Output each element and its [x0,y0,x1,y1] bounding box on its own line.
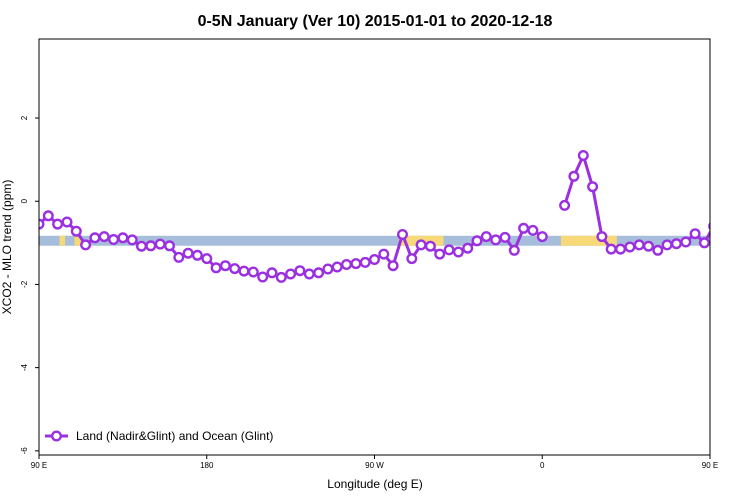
data-point [294,265,306,277]
data-point [536,231,548,243]
data-point [247,266,259,278]
data-point [378,248,390,260]
data-point [527,224,539,236]
data-point [331,261,343,273]
y-tick-label: -6 [20,447,29,455]
data-point [406,253,418,265]
data-point [462,242,474,254]
legend-label: Land (Nadir&Glint) and Ocean (Glint) [76,429,273,443]
data-point [652,244,664,256]
data-point [480,231,492,243]
chart-title: 0-5N January (Ver 10) 2015-01-01 to 2020… [198,13,553,30]
data-point [98,231,110,243]
x-tick-label: 0 [540,461,545,470]
data-point [661,239,673,251]
data-point [89,232,101,244]
x-axis: 90 E 180 90 W 0 90 E [31,455,718,470]
data-point [70,225,82,237]
x-tick-label: 180 [200,461,214,470]
data-point [633,239,645,251]
data-point [275,271,287,283]
data-point [708,222,710,231]
data-point [698,237,710,249]
x-tick-label: 90 E [702,461,718,470]
data-point [80,239,92,251]
y-tick-label: 2 [20,115,29,120]
x-tick-label: 90 E [31,461,47,470]
land-band-segment [59,235,66,246]
data-point [719,212,728,221]
y-tick-label: -2 [20,280,29,288]
data-point [135,240,147,252]
data-point [568,170,580,182]
data-point [61,216,73,228]
data-point [643,240,655,252]
data-point [257,271,269,283]
data-point [624,241,636,253]
legend-marker [51,430,63,442]
land-band-segment [74,235,82,246]
data-point [52,218,64,230]
x-tick-label: 90 W [365,461,384,470]
data-point [117,232,129,244]
data-point [126,234,138,246]
x-axis-title: Longitude (deg E) [327,477,422,491]
data-point [737,219,746,228]
data-point [322,263,334,275]
data-point [443,244,455,256]
data-point [415,239,427,251]
data-point [615,243,627,255]
data-point [452,246,464,258]
data-point [369,253,381,265]
data-point [434,248,446,260]
data-point [359,256,371,268]
land-band-segment [560,235,617,246]
legend: Land (Nadir&Glint) and Ocean (Glint) [45,429,273,443]
data-point [266,267,278,279]
data-point [154,238,166,250]
data-point [163,240,175,252]
data-point [42,210,54,222]
data-point [499,231,511,243]
data-point [508,244,520,256]
data-point [341,259,353,271]
data-point [559,199,571,211]
data-point [285,268,297,280]
data-point [471,235,483,247]
y-axis: 2 0 -2 -4 -6 [20,115,39,454]
data-point [229,263,241,275]
ocean-band [39,235,710,246]
data-point [182,247,194,259]
data-point [350,258,362,270]
data-point [518,222,530,234]
data-point [424,240,436,252]
y-tick-label: 0 [20,198,29,203]
data-point [596,231,608,243]
data-point [577,149,589,161]
data-point [173,251,185,263]
data-point [201,253,213,265]
data-point [680,236,692,248]
data-point [670,238,682,250]
data-point [210,262,222,274]
data-point [145,240,157,252]
series-layer [39,149,746,283]
data-point [313,267,325,279]
data-point [605,243,617,255]
y-axis-title: XCO2 - MLO trend (ppm) [0,180,14,315]
data-point [490,234,502,246]
data-point [303,268,315,280]
data-point [397,228,409,240]
data-point [689,228,701,240]
data-point [108,233,120,245]
y-tick-label: -4 [20,363,29,371]
data-point [728,222,737,231]
data-point [587,181,599,193]
data-point [387,260,399,272]
data-point [219,260,231,272]
data-point [238,265,250,277]
data-point [191,249,203,261]
